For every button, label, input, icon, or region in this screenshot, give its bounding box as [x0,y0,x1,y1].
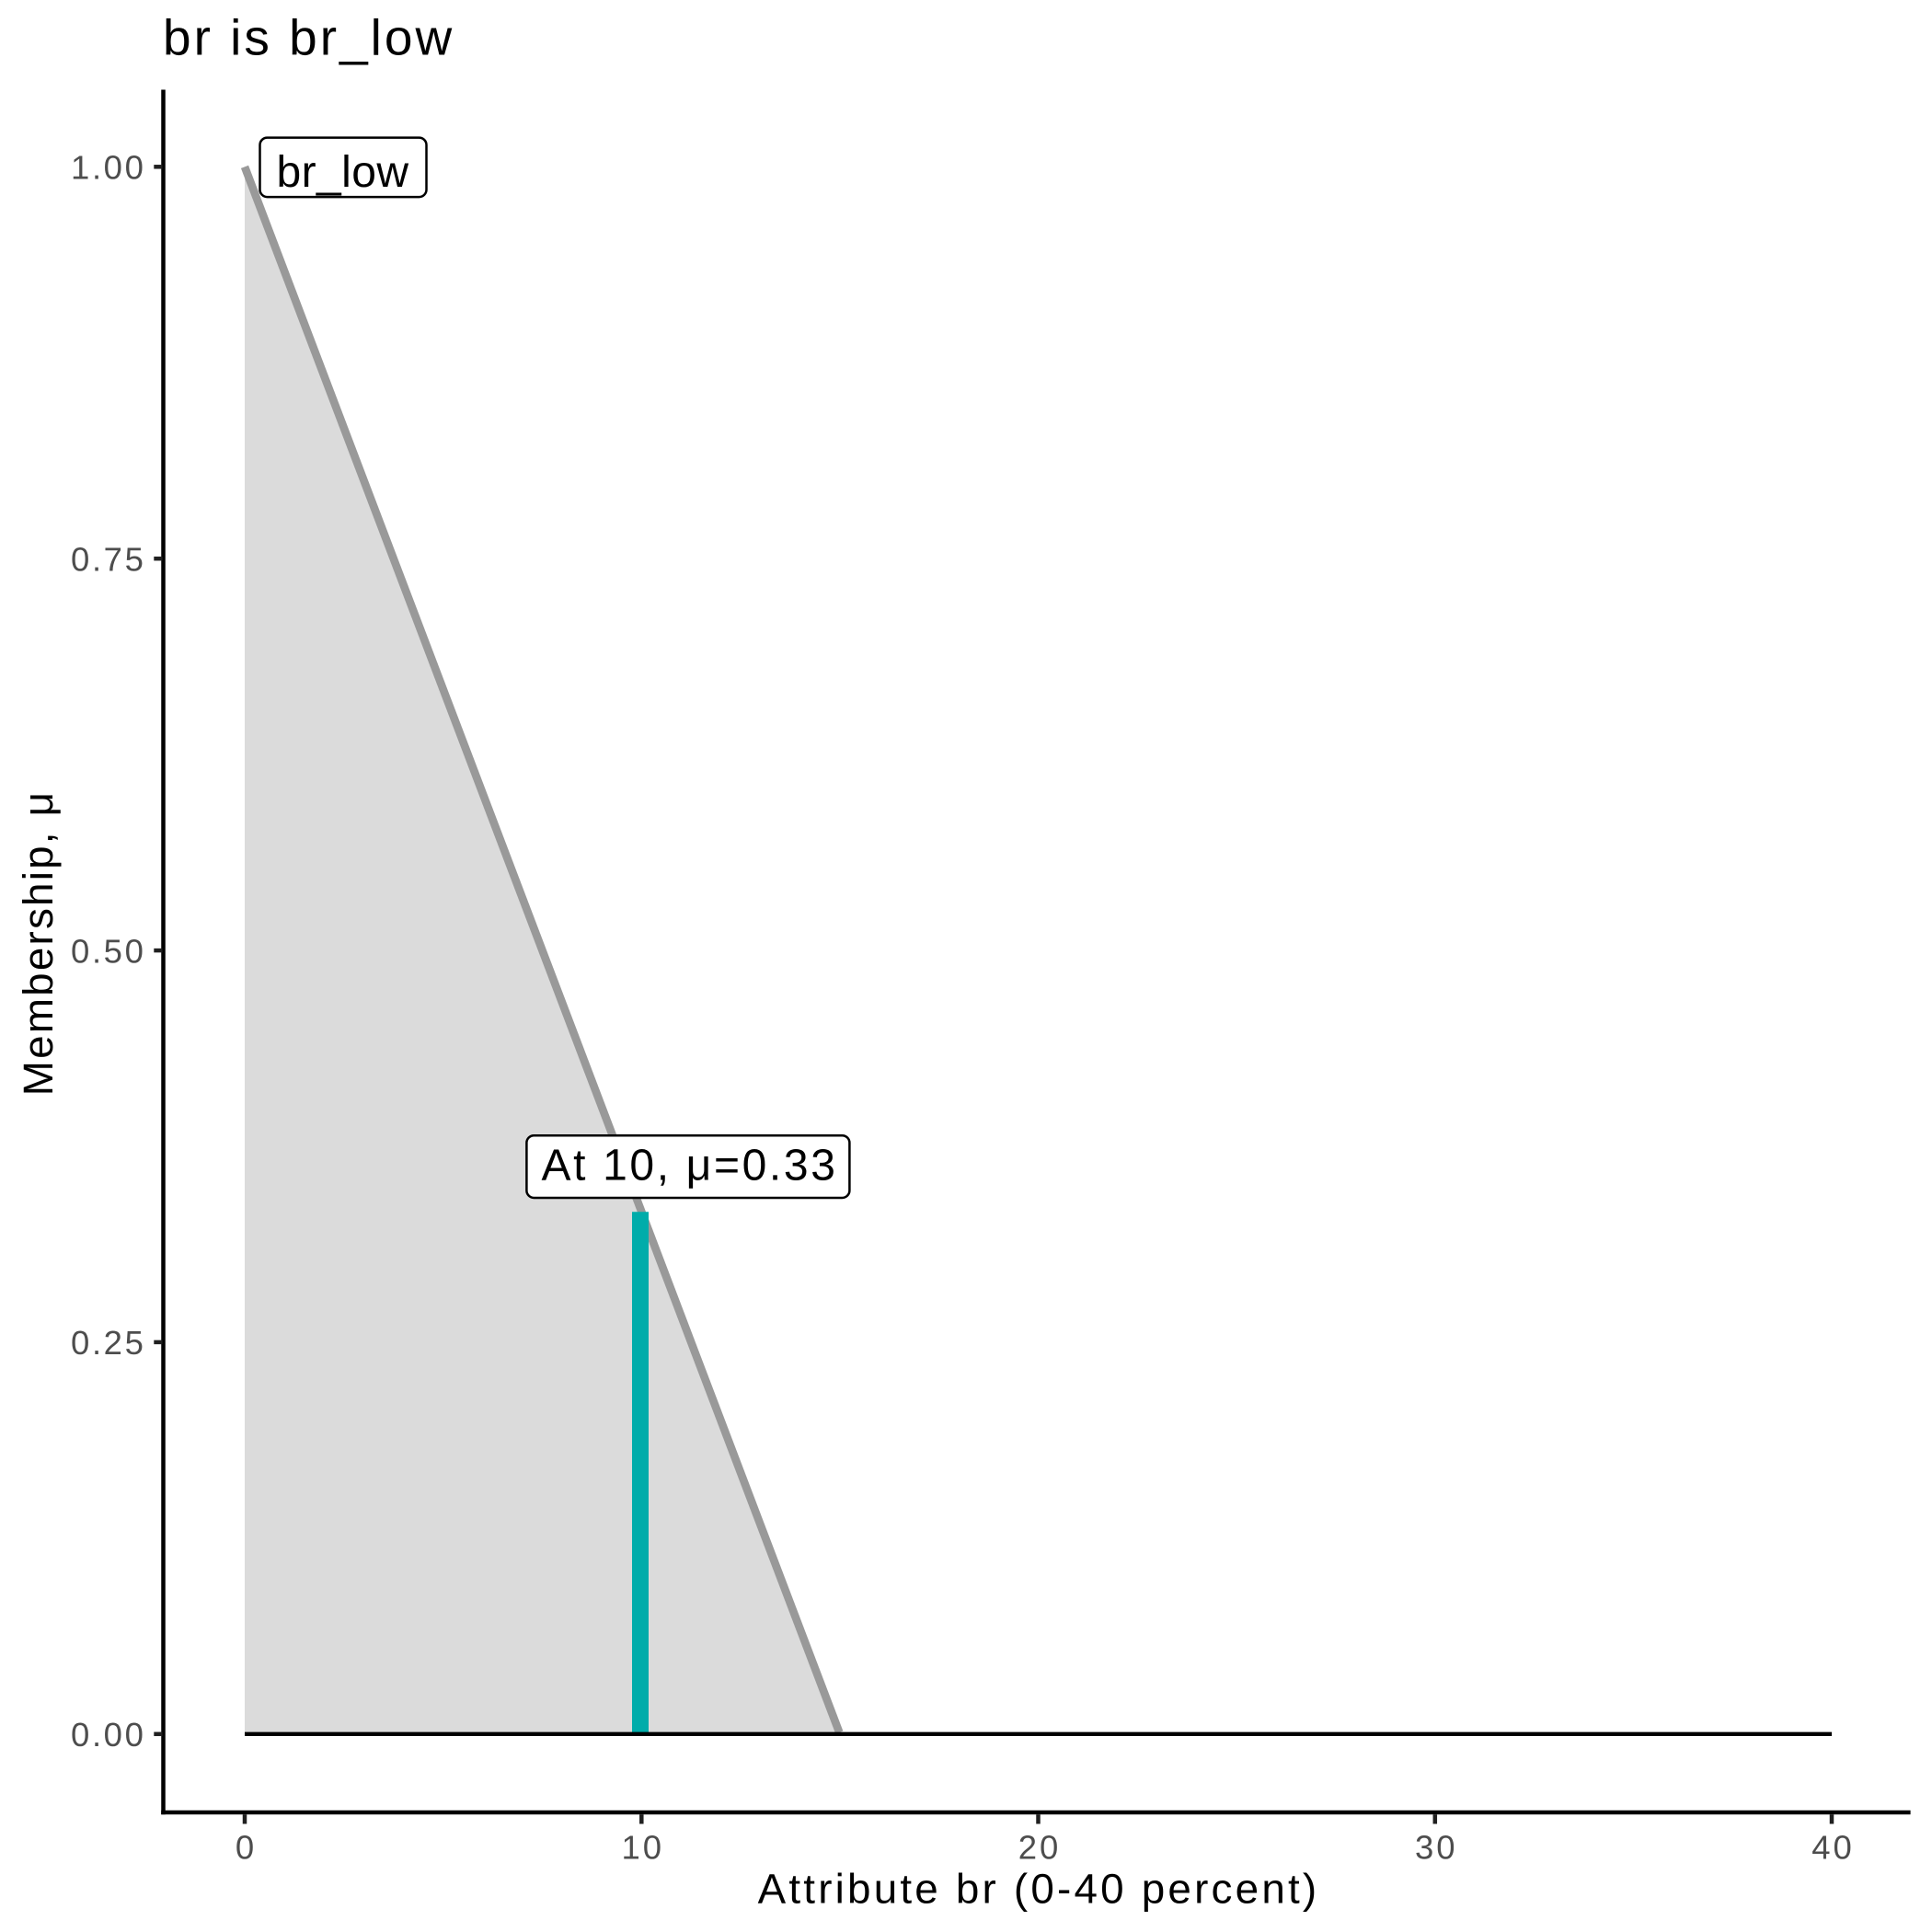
svg-text:0.00: 0.00 [71,1716,145,1754]
svg-text:1.00: 1.00 [71,149,145,187]
svg-text:Attribute br (0-40 percent): Attribute br (0-40 percent) [758,1866,1320,1913]
svg-text:10: 10 [621,1829,664,1867]
svg-text:br is br_low: br is br_low [163,9,454,66]
svg-text:0.75: 0.75 [71,540,145,578]
svg-text:At 10, μ=0.33: At 10, μ=0.33 [542,1142,838,1190]
svg-text:br_low: br_low [277,148,409,197]
svg-text:0: 0 [236,1829,257,1867]
svg-text:0.50: 0.50 [71,932,145,970]
svg-text:0.25: 0.25 [71,1324,145,1362]
svg-text:40: 40 [1811,1829,1855,1867]
svg-text:20: 20 [1018,1829,1062,1867]
svg-text:30: 30 [1415,1829,1458,1867]
svg-text:Membership, μ: Membership, μ [15,790,62,1096]
